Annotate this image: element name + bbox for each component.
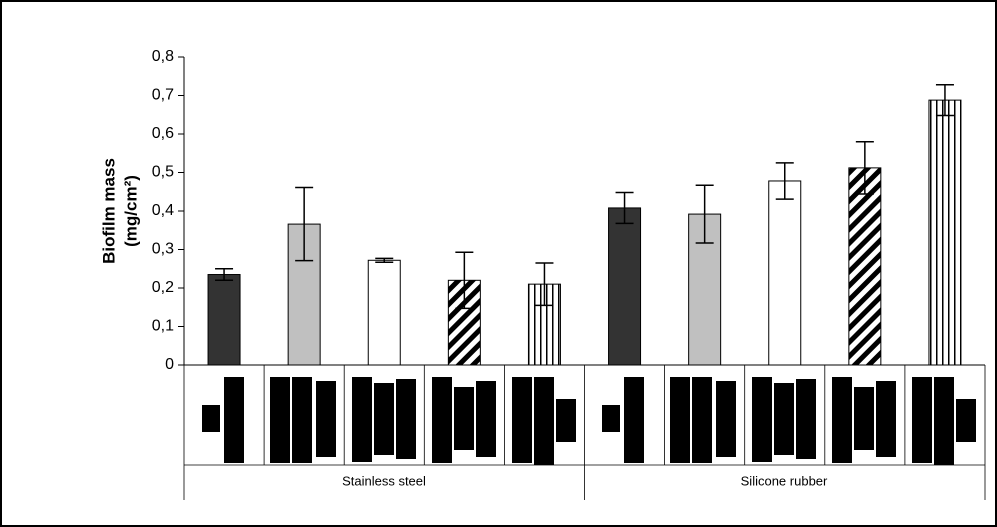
y-tick-label: 0,3 [152,241,174,258]
bar [207,274,241,366]
y-tick-label: 0 [165,356,174,373]
y-tick-label: 0,5 [152,164,174,181]
y-axis-label: Biofilm mass [99,158,118,264]
group-label: Stainless steel [342,473,426,488]
bar [928,99,962,366]
bar [848,167,882,366]
y-tick-label: 0,2 [152,279,174,296]
y-tick-label: 0,6 [152,125,174,142]
y-axis-label: (mg/cm²) [121,175,140,247]
y-tick-label: 0,7 [152,87,174,104]
y-tick-label: 0,8 [152,48,174,65]
group-label: Silicone rubber [741,473,828,488]
bar [367,259,401,366]
bar [768,180,802,366]
bar [608,207,642,366]
symbol-blocks [202,377,576,465]
y-tick-label: 0,1 [152,318,174,335]
y-tick-label: 0,4 [152,202,174,219]
